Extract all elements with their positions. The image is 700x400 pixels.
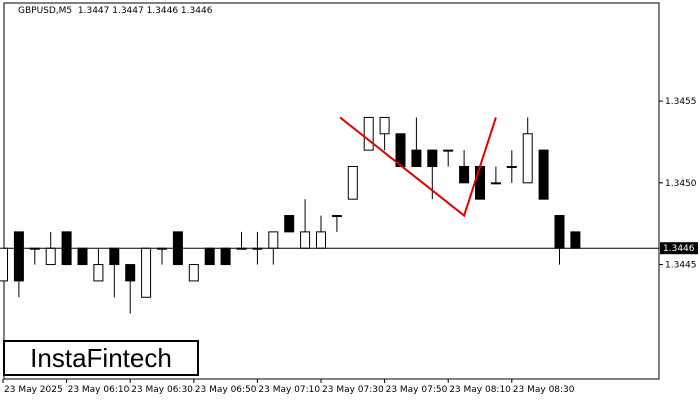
candle-body-bull (45, 247, 56, 266)
candle (93, 248, 104, 282)
candle-body-bear (554, 215, 565, 249)
candle-body-bull (379, 116, 390, 135)
x-tick-label: 23 May 06:50 (195, 385, 257, 395)
candle (0, 247, 8, 282)
x-tick-label: 23 May 06:30 (131, 385, 193, 395)
candle-body-bear (411, 149, 422, 167)
candle (109, 247, 120, 298)
candle (29, 247, 40, 265)
candle-body-bull (141, 247, 152, 298)
candle-body-bull (506, 165, 517, 168)
candle (538, 149, 549, 200)
candle-body-bull (331, 215, 342, 218)
x-tick-label: 23 May 2025 (4, 385, 63, 395)
candle (411, 117, 422, 167)
plot-frame (3, 2, 660, 380)
candle-body-bull (363, 116, 374, 151)
x-tick-label: 23 May 08:10 (449, 385, 511, 395)
candle (316, 215, 326, 249)
candle (141, 247, 152, 298)
candle (443, 149, 454, 167)
candle (490, 166, 501, 185)
candle-body-bear (475, 165, 485, 200)
candle-body-bear (125, 264, 136, 282)
candle-body-bull (316, 231, 326, 249)
candle (284, 215, 295, 233)
candle (554, 215, 565, 265)
pattern-layer (339, 116, 497, 218)
candle-body-bear (220, 247, 231, 266)
y-axis: 1.3455 1.3450 1.3445 1.3446 (659, 97, 698, 271)
candle (300, 199, 311, 249)
y-tick-label: 1.3445 (665, 261, 697, 271)
candle-body-bull (490, 182, 501, 185)
candle (220, 247, 231, 266)
candle (77, 247, 88, 266)
x-tick-label: 23 May 07:50 (386, 385, 448, 395)
candle (506, 150, 517, 183)
candle (379, 116, 390, 151)
y-tick-label: 1.3455 (665, 97, 697, 107)
candle (459, 150, 470, 184)
y-tick-label: 1.3450 (665, 179, 697, 189)
candle-body-bull (93, 264, 104, 282)
candle-body-bull (522, 133, 533, 184)
candle-body-bull (0, 247, 8, 282)
candle-body-bear (284, 215, 295, 233)
current-price-tag (660, 242, 698, 255)
candle (363, 116, 374, 151)
candle (522, 117, 533, 184)
candle (204, 247, 215, 266)
x-axis: 23 May 2025 23 May 06:10 23 May 06:30 23 Ma… (2, 379, 575, 395)
candle-body-bull (443, 149, 454, 152)
candle (13, 231, 24, 298)
candle (188, 264, 199, 282)
candle (157, 247, 167, 265)
current-price-label: 1.3446 (663, 244, 695, 254)
instafintech-logo: InstaFintech (3, 340, 199, 376)
x-tick-label: 23 May 08:30 (513, 385, 575, 395)
candle-body-bear (570, 231, 581, 249)
candle-body-bear (13, 231, 24, 282)
candle-body-bear (204, 247, 215, 266)
pattern-line (339, 116, 497, 218)
candle (236, 231, 247, 250)
symbol-ohlc-label: GBPUSD,M5 1.3447 1.3447 1.3446 1.3446 (18, 6, 213, 16)
candle (570, 231, 581, 249)
candle-body-bull (300, 231, 311, 249)
candle-body-bull (268, 231, 279, 249)
candle-body-bear (77, 247, 88, 266)
candle-body-bull (347, 165, 358, 200)
candle-body-bull (188, 264, 199, 282)
x-tick-label: 23 May 06:10 (68, 385, 130, 395)
candles-layer (0, 116, 581, 314)
x-tick-label: 23 May 07:10 (258, 385, 320, 395)
candle-body-bear (427, 149, 438, 167)
candle-body-bear (459, 165, 470, 184)
candle (347, 165, 358, 200)
candle (125, 264, 136, 314)
candle (475, 165, 485, 200)
candle (331, 215, 342, 232)
candle-body-bear (109, 247, 120, 266)
x-tick-label: 23 May 07:30 (322, 385, 384, 395)
candle-body-bear (538, 149, 549, 200)
